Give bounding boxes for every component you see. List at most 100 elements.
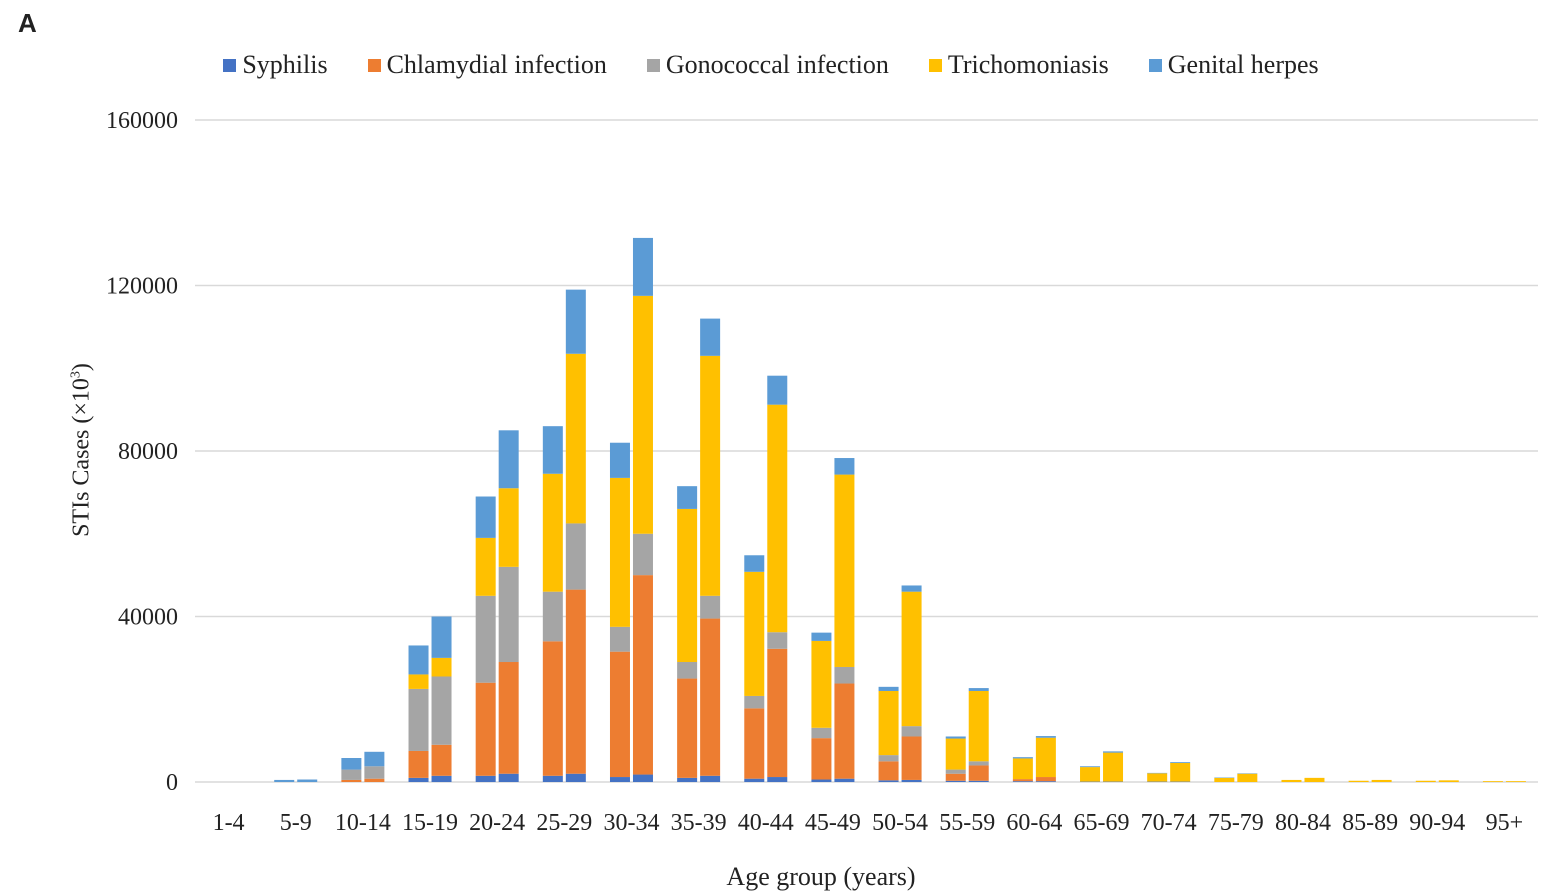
- chart-legend: Syphilis Chlamydial infection Gonococcal i…: [0, 50, 1542, 80]
- x-tick-label: 60-64: [1006, 810, 1062, 836]
- bar-segment: [1147, 773, 1168, 782]
- x-tick-label: 10-14: [335, 810, 391, 836]
- x-tick-label: 20-24: [469, 810, 525, 836]
- bar-segment: [834, 458, 855, 475]
- bar-segment: [901, 585, 922, 592]
- bar-segment: [431, 657, 452, 677]
- legend-label: Chlamydial infection: [386, 50, 607, 79]
- y-tick-label: 160000: [106, 108, 178, 134]
- bar-segment: [1237, 773, 1258, 782]
- legend-swatch: [928, 58, 942, 72]
- bar-segment: [609, 651, 630, 778]
- bar-segment: [542, 473, 563, 592]
- bar-segment: [834, 778, 855, 782]
- bar-segment: [945, 736, 966, 739]
- bar-segment: [431, 775, 452, 782]
- x-tick-label: 40-44: [738, 810, 794, 836]
- bar-segment: [408, 645, 429, 675]
- bar-segment: [1348, 780, 1369, 782]
- bar-segment: [565, 353, 586, 524]
- bar-segment: [542, 775, 563, 782]
- bar-segment: [744, 708, 765, 779]
- legend-item: Genital herpes: [1148, 50, 1319, 80]
- bar-segment: [700, 595, 721, 619]
- bar-segment: [811, 640, 832, 728]
- bar-segment: [968, 761, 989, 766]
- x-axis-label: Age group (years): [726, 862, 916, 891]
- bar-segment: [1012, 781, 1033, 782]
- bar-segment: [1080, 767, 1101, 782]
- bar-segment: [609, 477, 630, 627]
- bar-segment: [274, 779, 295, 782]
- bar-segment: [968, 690, 989, 762]
- bar-segment: [968, 765, 989, 781]
- legend-label: Gonococcal infection: [665, 50, 889, 79]
- bar-segment: [475, 595, 496, 683]
- bar-segment: [700, 618, 721, 776]
- bar-segment: [431, 616, 452, 658]
- bar-segment: [297, 779, 318, 782]
- bar-segment: [744, 571, 765, 696]
- bar-segment: [1012, 779, 1033, 782]
- bar-segment: [408, 688, 429, 751]
- x-tick-label: 15-19: [402, 810, 458, 836]
- bar-segment: [609, 442, 630, 478]
- bar-segment: [609, 777, 630, 782]
- bar-segment: [341, 779, 362, 782]
- bar-segment: [1103, 752, 1124, 782]
- legend-swatch: [367, 58, 381, 72]
- x-tick-label: 65-69: [1074, 810, 1130, 836]
- bar-segment: [1012, 758, 1033, 780]
- x-tick-label: 45-49: [805, 810, 861, 836]
- bar-segment: [811, 727, 832, 739]
- y-tick-label: 80000: [118, 439, 178, 465]
- bar-segment: [1415, 780, 1436, 782]
- bar-segment: [901, 736, 922, 780]
- legend-item: Trichomoniasis: [928, 50, 1109, 80]
- bar-segment: [677, 508, 698, 663]
- bar-segment: [767, 404, 788, 633]
- bar-segment: [834, 474, 855, 667]
- bar-segment: [834, 666, 855, 684]
- bar-segment: [475, 496, 496, 538]
- bar-segment: [945, 769, 966, 774]
- bar-segment: [811, 779, 832, 782]
- bar-segment: [767, 648, 788, 778]
- bar-segment: [341, 758, 362, 770]
- bar-segment: [408, 777, 429, 782]
- bar-segment: [1371, 779, 1392, 782]
- x-tick-label: 5-9: [280, 810, 312, 836]
- bar-segment: [901, 726, 922, 737]
- bar-segment: [1035, 781, 1056, 782]
- bar-segment: [811, 632, 832, 641]
- bar-segment: [901, 591, 922, 727]
- bar-segment: [475, 537, 496, 596]
- bar-segment: [1080, 766, 1101, 768]
- legend-swatch: [1148, 58, 1162, 72]
- bar-segment: [767, 777, 788, 782]
- bar-segment: [632, 533, 653, 576]
- x-tick-label: 25-29: [536, 810, 592, 836]
- bar-segment: [542, 591, 563, 642]
- bar-segment: [341, 769, 362, 780]
- bar-segment: [1281, 779, 1302, 782]
- bar-segment: [1505, 781, 1526, 782]
- bar-segment: [498, 566, 519, 663]
- x-tick-label: 50-54: [872, 810, 928, 836]
- bar-segment: [1103, 751, 1124, 753]
- bar-segment: [744, 695, 765, 709]
- bar-segment: [498, 488, 519, 567]
- bar-segment: [878, 686, 899, 691]
- bar-segment: [878, 780, 899, 782]
- bar-segment: [632, 575, 653, 775]
- bar-segment: [700, 775, 721, 782]
- bar-segment: [565, 289, 586, 354]
- bar-segment: [1170, 762, 1191, 782]
- bar-segment: [431, 744, 452, 776]
- bar-segment: [542, 641, 563, 776]
- x-tick-label: 70-74: [1141, 810, 1197, 836]
- legend-label: Trichomoniasis: [947, 50, 1109, 79]
- x-tick-label: 75-79: [1208, 810, 1264, 836]
- bar-segment: [1035, 777, 1056, 782]
